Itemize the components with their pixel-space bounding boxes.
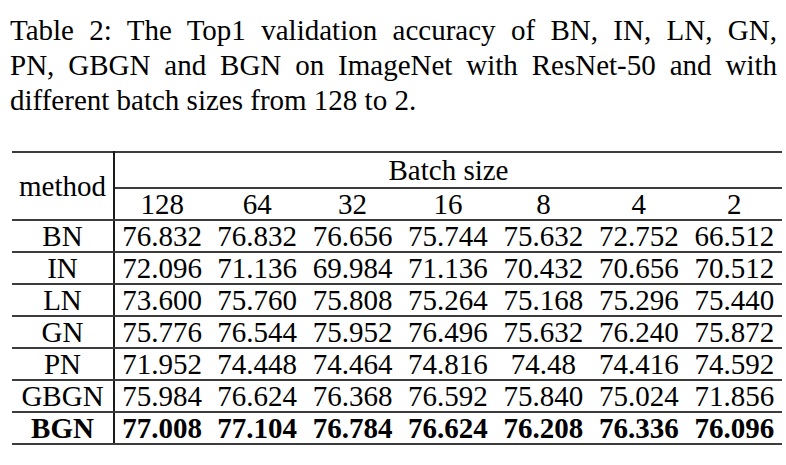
accuracy-cell: 70.656	[591, 252, 686, 284]
batch-size-col-8: 8	[496, 188, 591, 220]
batch-size-col-16: 16	[400, 188, 495, 220]
accuracy-cell: 75.808	[305, 284, 400, 316]
table-row-in: IN 72.096 71.136 69.984 71.136 70.432 70…	[12, 252, 782, 284]
accuracy-cell: 71.136	[400, 252, 495, 284]
accuracy-cell: 76.832	[114, 220, 209, 252]
accuracy-cell: 74.816	[400, 348, 495, 380]
batch-size-col-128: 128	[114, 188, 209, 220]
caption-line-3: different batch sizes from 128 to 2.	[10, 83, 777, 118]
method-cell: IN	[12, 252, 114, 284]
accuracy-cell: 75.168	[496, 284, 591, 316]
accuracy-cell: 73.600	[114, 284, 209, 316]
accuracy-cell: 74.592	[687, 348, 782, 380]
accuracy-cell: 75.264	[400, 284, 495, 316]
accuracy-cell: 76.784	[305, 412, 400, 444]
results-table: method Batch size 128 64 32 16 8 4 2 BN …	[12, 151, 782, 445]
accuracy-cell: 75.984	[114, 380, 209, 412]
accuracy-cell: 76.656	[305, 220, 400, 252]
accuracy-cell: 70.512	[687, 252, 782, 284]
method-cell: GN	[12, 316, 114, 348]
batch-size-col-4: 4	[591, 188, 686, 220]
table-row-gn: GN 75.776 76.544 75.952 76.496 75.632 76…	[12, 316, 782, 348]
accuracy-cell: 75.776	[114, 316, 209, 348]
batch-size-col-64: 64	[209, 188, 304, 220]
accuracy-cell: 75.632	[496, 316, 591, 348]
batch-size-group-header: Batch size	[114, 152, 782, 188]
table-row-ln: LN 73.600 75.760 75.808 75.264 75.168 75…	[12, 284, 782, 316]
batch-size-col-32: 32	[305, 188, 400, 220]
accuracy-cell: 74.448	[209, 348, 304, 380]
accuracy-cell: 76.240	[591, 316, 686, 348]
accuracy-cell: 76.496	[400, 316, 495, 348]
method-cell: BGN	[12, 412, 114, 444]
accuracy-cell: 71.136	[209, 252, 304, 284]
accuracy-cell: 75.760	[209, 284, 304, 316]
caption-line-2: PN, GBGN and BGN on ImageNet with ResNet…	[10, 48, 777, 83]
table-row-bn: BN 76.832 76.832 76.656 75.744 75.632 72…	[12, 220, 782, 252]
header-row-batch-sizes: 128 64 32 16 8 4 2	[12, 188, 782, 220]
method-header-cell: method	[12, 152, 114, 220]
accuracy-cell: 75.840	[496, 380, 591, 412]
accuracy-cell: 77.008	[114, 412, 209, 444]
accuracy-cell: 76.208	[496, 412, 591, 444]
accuracy-cell: 75.632	[496, 220, 591, 252]
accuracy-cell: 76.336	[591, 412, 686, 444]
accuracy-cell: 77.104	[209, 412, 304, 444]
accuracy-cell: 75.744	[400, 220, 495, 252]
table-row-gbgn: GBGN 75.984 76.624 76.368 76.592 75.840 …	[12, 380, 782, 412]
accuracy-cell: 69.984	[305, 252, 400, 284]
accuracy-cell: 76.096	[687, 412, 782, 444]
accuracy-cell: 72.752	[591, 220, 686, 252]
accuracy-cell: 74.48	[496, 348, 591, 380]
method-cell: BN	[12, 220, 114, 252]
header-row-group: method Batch size	[12, 152, 782, 188]
accuracy-cell: 72.096	[114, 252, 209, 284]
accuracy-cell: 66.512	[687, 220, 782, 252]
accuracy-cell: 75.440	[687, 284, 782, 316]
accuracy-cell: 76.368	[305, 380, 400, 412]
method-cell: PN	[12, 348, 114, 380]
accuracy-cell: 70.432	[496, 252, 591, 284]
table-caption: Table 2: The Top1 validation accuracy of…	[0, 0, 786, 118]
accuracy-cell: 76.624	[209, 380, 304, 412]
batch-size-col-2: 2	[687, 188, 782, 220]
accuracy-cell: 71.952	[114, 348, 209, 380]
accuracy-cell: 75.024	[591, 380, 686, 412]
accuracy-cell: 74.416	[591, 348, 686, 380]
accuracy-cell: 76.832	[209, 220, 304, 252]
accuracy-cell: 76.544	[209, 316, 304, 348]
caption-line-1: Table 2: The Top1 validation accuracy of…	[10, 13, 777, 48]
method-cell: LN	[12, 284, 114, 316]
accuracy-cell: 75.872	[687, 316, 782, 348]
accuracy-cell: 75.296	[591, 284, 686, 316]
method-cell: GBGN	[12, 380, 114, 412]
accuracy-cell: 76.624	[400, 412, 495, 444]
accuracy-cell: 75.952	[305, 316, 400, 348]
accuracy-cell: 71.856	[687, 380, 782, 412]
accuracy-cell: 74.464	[305, 348, 400, 380]
table-row-pn: PN 71.952 74.448 74.464 74.816 74.48 74.…	[12, 348, 782, 380]
table-row-bgn: BGN 77.008 77.104 76.784 76.624 76.208 7…	[12, 412, 782, 444]
paper-page: Table 2: The Top1 validation accuracy of…	[0, 0, 786, 445]
accuracy-cell: 76.592	[400, 380, 495, 412]
